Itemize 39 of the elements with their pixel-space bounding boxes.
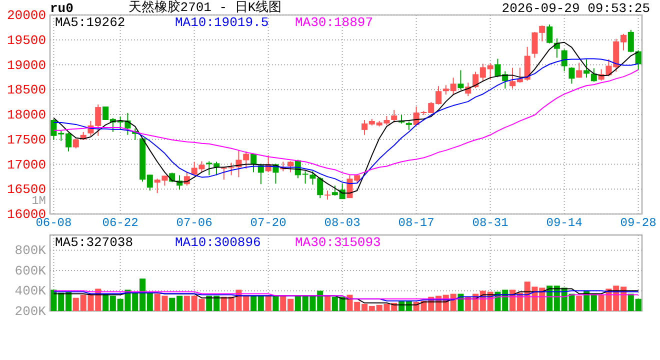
- text: MA5:19262: [55, 15, 126, 30]
- text: MA30:315093: [295, 235, 381, 250]
- y-tick-label: 17500: [6, 132, 46, 148]
- y-tick-label: 18500: [6, 82, 46, 98]
- candlestick: [584, 58, 590, 78]
- chart-title: 天然橡胶2701 - 日K线图: [128, 0, 282, 15]
- text: MA10:300896: [175, 235, 261, 250]
- x-tick-label: 08-17: [398, 216, 434, 230]
- candlestick: [250, 153, 256, 173]
- y-tick-label: 600K: [14, 263, 46, 278]
- text: MA5:327038: [55, 235, 134, 250]
- text: MA10:19019.5: [175, 15, 269, 30]
- y-tick-label: 20000: [6, 8, 46, 23]
- candlestick: [391, 110, 398, 123]
- candlestick: [288, 160, 294, 173]
- x-tick-label: 08-31: [472, 216, 508, 230]
- x-tick-label: 09-28: [620, 216, 656, 230]
- candlestick: [546, 24, 552, 44]
- text: MA30:18897: [295, 15, 374, 30]
- x-tick-label: 06-22: [102, 216, 138, 230]
- x-tick-label: 07-06: [176, 216, 212, 230]
- y-tick-label: 17000: [6, 157, 46, 172]
- candlestick: [458, 70, 464, 90]
- candlestick: [561, 48, 568, 72]
- annotation: ru0: [50, 1, 74, 16]
- y-tick-label: 19500: [6, 32, 46, 48]
- x-tick-label: 07-20: [250, 216, 286, 230]
- annotation: 2026-09-29 09:53:25: [502, 1, 650, 16]
- candlestick: [568, 66, 575, 84]
- candlestick: [590, 68, 597, 82]
- x-tick-label: 08-03: [324, 216, 360, 230]
- y-tick-label: 19000: [6, 58, 46, 73]
- y-tick-label: 800K: [14, 243, 46, 258]
- y-tick-label: 200K: [14, 304, 46, 319]
- y-tick-label: 400K: [14, 284, 46, 299]
- candlestick: [576, 62, 582, 78]
- y-tick-label: 18000: [6, 108, 46, 122]
- candlestick: [72, 138, 79, 149]
- x-tick-label: 09-14: [546, 216, 582, 230]
